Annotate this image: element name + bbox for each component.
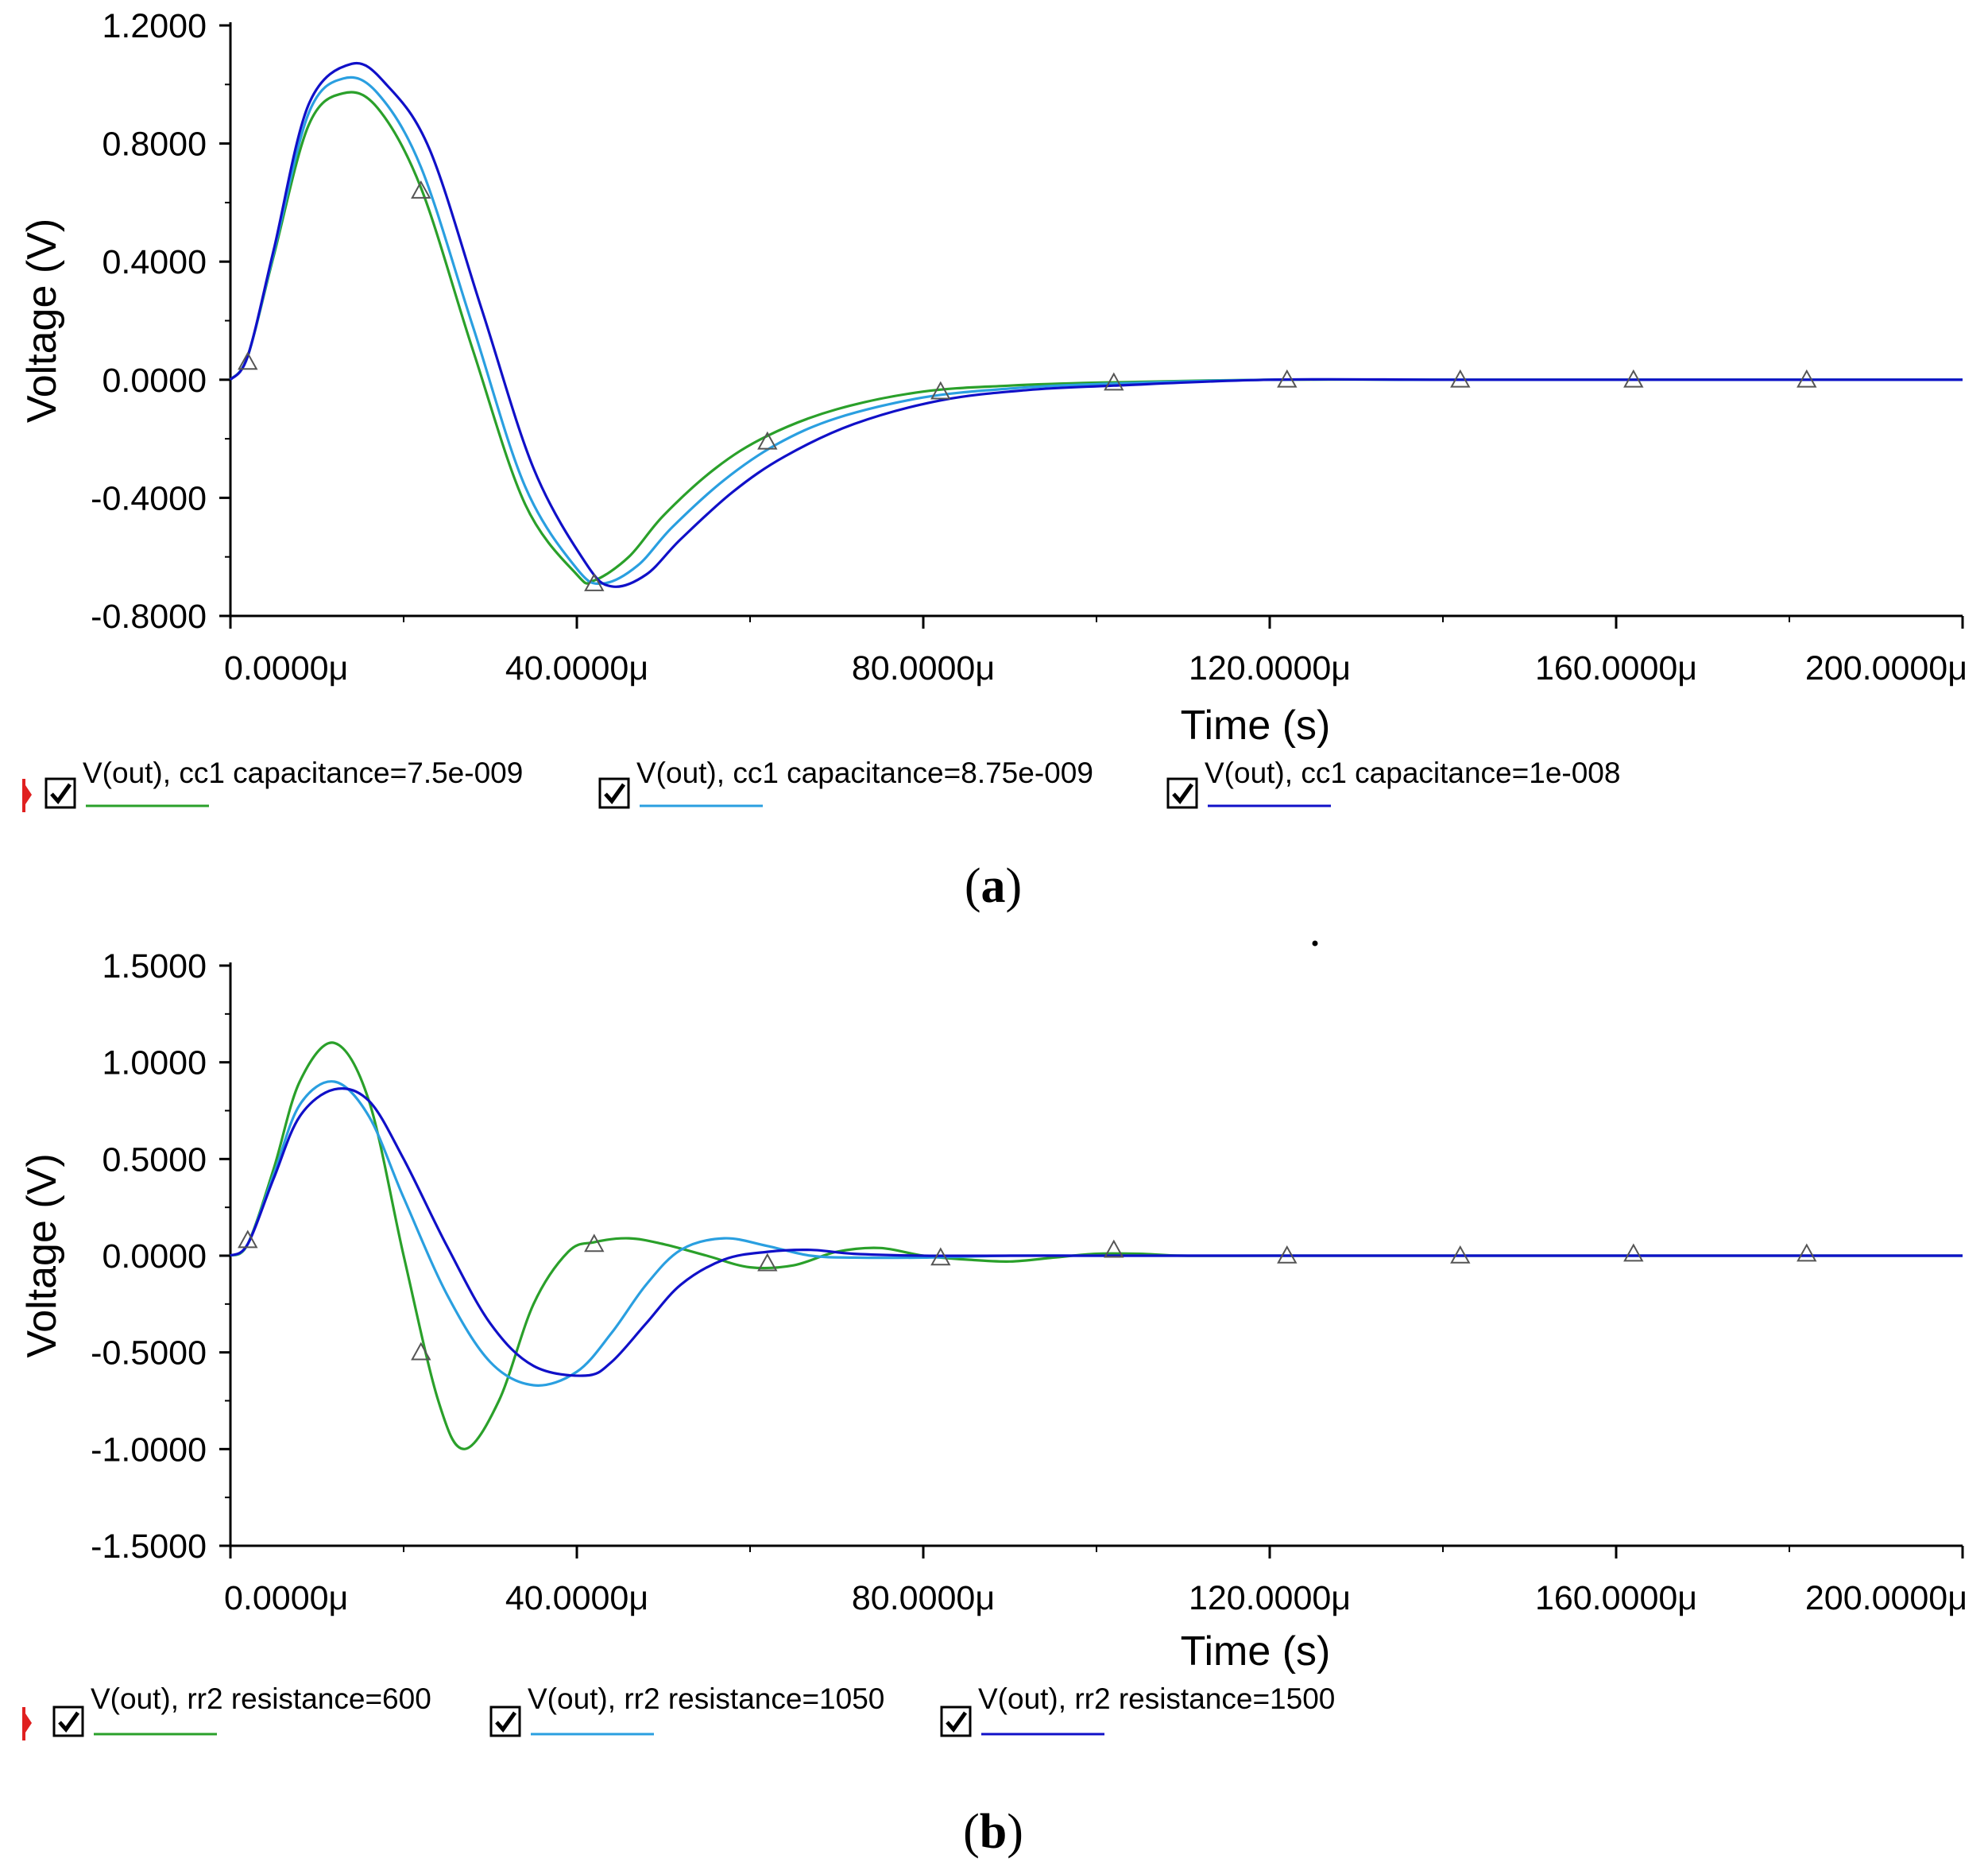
x-axis-label: Time (s) [1181, 703, 1331, 749]
series-line-2 [229, 76, 1963, 585]
series-line-1 [230, 1041, 1963, 1450]
y-tick-label: 0.5000 [102, 1140, 207, 1179]
x-tick-label: 40.0000μ [505, 1579, 648, 1617]
x-tick-label: 0.0000μ [224, 649, 348, 687]
data-marker-triangle [1623, 1243, 1644, 1262]
data-marker-triangle [930, 1247, 951, 1266]
y-tick-label: 1.2000 [102, 7, 207, 45]
checkmark-icon [946, 1711, 968, 1733]
legend-checkbox[interactable] [1166, 777, 1198, 809]
y-axis-label: Voltage (V) [19, 219, 65, 423]
data-marker-triangle [1797, 369, 1817, 388]
data-marker-triangle [1623, 369, 1644, 388]
legend-label: V(out), cc1 capacitance=1e-008 [1205, 757, 1620, 789]
data-marker-triangle [238, 1229, 258, 1249]
series-line-2 [230, 1080, 1963, 1387]
legend-checkbox[interactable] [52, 1706, 84, 1737]
y-tick-label: 0.0000 [102, 362, 207, 400]
data-marker-triangle [1104, 372, 1124, 391]
data-marker-triangle [238, 351, 258, 370]
data-marker-triangle [1277, 369, 1298, 388]
x-axis-label: Time (s) [1181, 1628, 1331, 1675]
y-tick-label: -0.4000 [91, 479, 207, 517]
y-axis-label: Voltage (V) [19, 1153, 65, 1357]
y-tick-label: -1.0000 [91, 1431, 207, 1469]
legend-checkbox[interactable] [44, 777, 76, 809]
checkmark-icon [495, 1711, 517, 1733]
checkmark-icon [50, 783, 72, 805]
legend-label: V(out), rr2 resistance=1500 [978, 1682, 1335, 1715]
data-marker-triangle [757, 431, 778, 450]
x-tick-label: 120.0000μ [1189, 1579, 1351, 1617]
x-tick-label: 0.0000μ [224, 1579, 348, 1617]
legend-label: V(out), rr2 resistance=1050 [528, 1682, 884, 1715]
data-marker-triangle [584, 573, 605, 591]
data-marker-triangle [1450, 1245, 1471, 1264]
panel-caption: (b) [963, 1805, 1023, 1859]
checkmark-icon [1172, 783, 1194, 805]
data-marker-triangle [1277, 1245, 1298, 1264]
checkmark-icon [58, 1711, 80, 1733]
panel-caption: (a) [965, 859, 1022, 913]
data-marker-triangle [584, 1233, 605, 1253]
y-tick-label: 0.8000 [102, 126, 207, 164]
legend-checkbox[interactable] [940, 1706, 972, 1737]
checkmark-icon [604, 783, 626, 805]
y-tick-label: -1.5000 [91, 1527, 207, 1566]
data-marker-triangle [1104, 1239, 1124, 1258]
series-line-3 [230, 1086, 1963, 1377]
data-marker-triangle [1797, 1243, 1817, 1262]
x-tick-label: 80.0000μ [852, 1579, 995, 1617]
x-tick-label: 120.0000μ [1189, 649, 1351, 687]
legend-checkbox[interactable] [598, 777, 630, 809]
stray-dot [1312, 940, 1318, 947]
panel-b-chart: 1.5000 1.0000 0.5000 0.0000 -0.5000 -1.0000 -1… [19, 947, 1967, 1859]
x-tick-label: 40.0000μ [505, 649, 648, 687]
x-tick-label: 160.0000μ [1535, 1579, 1697, 1617]
legend-label: V(out), cc1 capacitance=8.75e-009 [636, 757, 1093, 789]
data-marker-triangle [757, 1253, 778, 1272]
panel-a-chart: 1.2000 0.8000 0.4000 0.0000 -0.4000 -0.8000 0.… [19, 7, 1967, 913]
y-tick-label: 0.4000 [102, 243, 207, 281]
y-tick-label: 1.5000 [102, 947, 207, 985]
legend-checkbox[interactable] [489, 1706, 521, 1737]
x-tick-label: 200.0000μ [1805, 1579, 1967, 1617]
legend-label: V(out), rr2 resistance=600 [91, 1682, 431, 1715]
data-marker-triangle [1450, 369, 1471, 388]
series-line-3 [229, 61, 1963, 588]
legend-label: V(out), cc1 capacitance=7.5e-009 [83, 757, 523, 789]
x-tick-label: 200.0000μ [1805, 649, 1967, 687]
x-tick-label: 80.0000μ [852, 649, 995, 687]
data-marker-triangle [411, 1342, 431, 1361]
y-tick-label: 1.0000 [102, 1044, 207, 1082]
y-tick-label: 0.0000 [102, 1237, 207, 1276]
data-marker-triangle [411, 180, 431, 199]
y-tick-label: -0.8000 [91, 598, 207, 636]
data-marker-triangle [930, 381, 951, 400]
y-tick-label: -0.5000 [91, 1334, 207, 1373]
x-tick-label: 160.0000μ [1535, 649, 1697, 687]
